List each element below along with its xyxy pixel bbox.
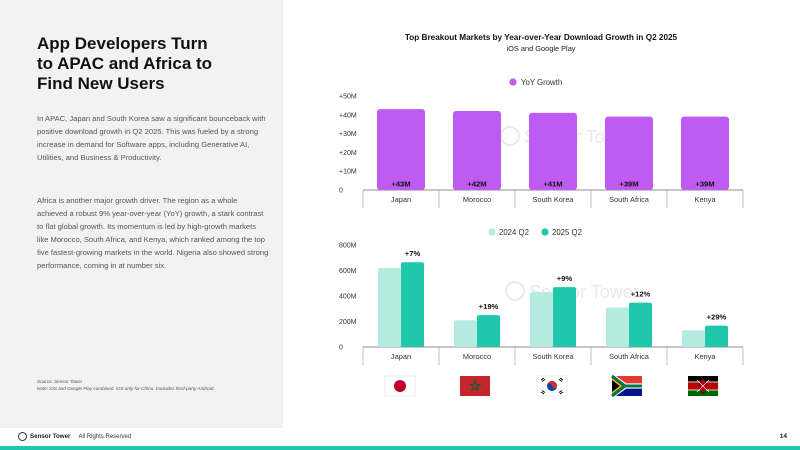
y-tick-label: +30M bbox=[339, 131, 357, 138]
legend-quarters: 2024 Q2 2025 Q2 bbox=[488, 228, 582, 237]
bar-2025-q2-kenya bbox=[705, 325, 728, 347]
x-tick-label: Japan bbox=[391, 352, 411, 361]
flag-row bbox=[384, 374, 718, 398]
footer-rights: All Rights Reserved bbox=[78, 433, 132, 440]
chart-title: Top Breakout Markets by Year-over-Year D… bbox=[405, 33, 678, 42]
japan-flag-icon bbox=[384, 375, 416, 397]
y-tick-label: +40M bbox=[339, 112, 357, 119]
south-africa-flag-icon bbox=[611, 374, 643, 398]
growth-label: +12% bbox=[631, 290, 651, 299]
body-paragraph-africa: Africa is another major growth driver. T… bbox=[37, 196, 269, 270]
yoy-growth-bar-chart: 0 +10M +20M +30M +40M +50M +43M Japan +42M Morocc… bbox=[339, 94, 744, 208]
source-note: Source: Sensor Tower Note: iOS and Googl… bbox=[37, 378, 277, 392]
bottom-accent-bar bbox=[0, 446, 800, 450]
footer-brand: Sensor Tower bbox=[30, 433, 71, 440]
x-tick-label: South Korea bbox=[532, 352, 574, 361]
downloads-comparison-bar-chart: 0 200M 400M 600M 800M +7% Japan +19% Morocco +9% S… bbox=[339, 243, 744, 365]
x-tick-label: South Africa bbox=[609, 352, 650, 361]
legend-label: 2024 Q2 bbox=[499, 228, 529, 237]
data-label: +39M bbox=[695, 180, 714, 189]
y-tick-label: 0 bbox=[339, 345, 343, 352]
title-line: Find New Users bbox=[37, 74, 165, 93]
title-line: to APAC and Africa to bbox=[37, 54, 213, 73]
x-tick-label: Kenya bbox=[695, 352, 717, 361]
bar-2025-q2-south-korea bbox=[553, 287, 576, 347]
legend-label: YoY Growth bbox=[521, 78, 562, 87]
growth-label: +19% bbox=[479, 302, 499, 311]
data-label: +39M bbox=[619, 180, 638, 189]
morocco-flag-icon bbox=[460, 376, 490, 396]
y-tick-label: 600M bbox=[339, 268, 357, 275]
growth-label: +9% bbox=[557, 274, 573, 283]
data-label: +43M bbox=[391, 180, 410, 189]
south-korea-flag-icon bbox=[536, 375, 568, 397]
left-panel: App Developers Turn to APAC and Africa t… bbox=[0, 0, 283, 428]
kenya-flag-icon bbox=[688, 376, 718, 396]
x-tick-label: South Africa bbox=[609, 195, 650, 204]
footer-logo: Sensor Tower All Rights Reserved bbox=[18, 432, 131, 441]
x-tick-label: Morocco bbox=[463, 352, 491, 361]
y-tick-label: +10M bbox=[339, 169, 357, 176]
bar-yoy-japan bbox=[377, 109, 425, 190]
y-tick-label: +50M bbox=[339, 94, 357, 101]
y-tick-label: 0 bbox=[339, 188, 343, 195]
x-tick-label: Morocco bbox=[463, 195, 491, 204]
body-paragraph-apac: In APAC, Japan and South Korea saw a sig… bbox=[37, 114, 266, 162]
note-line: Note: iOS and Google Play combined. iOS … bbox=[37, 386, 215, 391]
growth-label: +29% bbox=[707, 313, 727, 322]
growth-label: +7% bbox=[405, 249, 421, 258]
bar-yoy-south-africa bbox=[605, 116, 653, 190]
data-label: +41M bbox=[543, 180, 562, 189]
legend-swatch bbox=[509, 78, 517, 86]
charts-area: Sensor Tower Sensor Tower Top Breakout M… bbox=[339, 33, 744, 398]
bar-2025-q2-morocco bbox=[477, 315, 500, 347]
y-tick-label: 200M bbox=[339, 319, 357, 326]
y-tick-label: +20M bbox=[339, 150, 357, 157]
x-tick-label: South Korea bbox=[532, 195, 574, 204]
legend-label: 2025 Q2 bbox=[552, 228, 582, 237]
bar-2024-q2-morocco bbox=[454, 320, 477, 347]
bar-2024-q2-japan bbox=[378, 267, 401, 347]
data-label: +42M bbox=[467, 180, 486, 189]
legend-swatch bbox=[541, 228, 549, 236]
page-number: 14 bbox=[779, 433, 787, 440]
legend-yoy: YoY Growth bbox=[509, 78, 562, 87]
chart-subtitle: iOS and Google Play bbox=[506, 44, 575, 53]
bar-2025-q2-south-africa bbox=[629, 302, 652, 347]
x-tick-label: Kenya bbox=[695, 195, 717, 204]
sensor-tower-logo-icon bbox=[18, 432, 27, 441]
bar-yoy-morocco bbox=[453, 111, 501, 190]
legend-swatch bbox=[488, 228, 496, 236]
bar-2025-q2-japan bbox=[401, 262, 424, 347]
bar-2024-q2-south-korea bbox=[530, 292, 553, 347]
y-tick-label: 400M bbox=[339, 294, 357, 301]
title-line: App Developers Turn bbox=[37, 34, 208, 53]
bar-yoy-kenya bbox=[681, 116, 729, 190]
source-line: Source: Sensor Tower bbox=[37, 379, 83, 384]
bar-2024-q2-south-africa bbox=[606, 307, 629, 347]
bar-2024-q2-kenya bbox=[682, 330, 705, 347]
bar-yoy-south-korea bbox=[529, 112, 577, 190]
y-tick-label: 800M bbox=[339, 243, 357, 250]
x-tick-label: Japan bbox=[391, 195, 411, 204]
page-title: App Developers Turn to APAC and Africa t… bbox=[37, 34, 277, 94]
